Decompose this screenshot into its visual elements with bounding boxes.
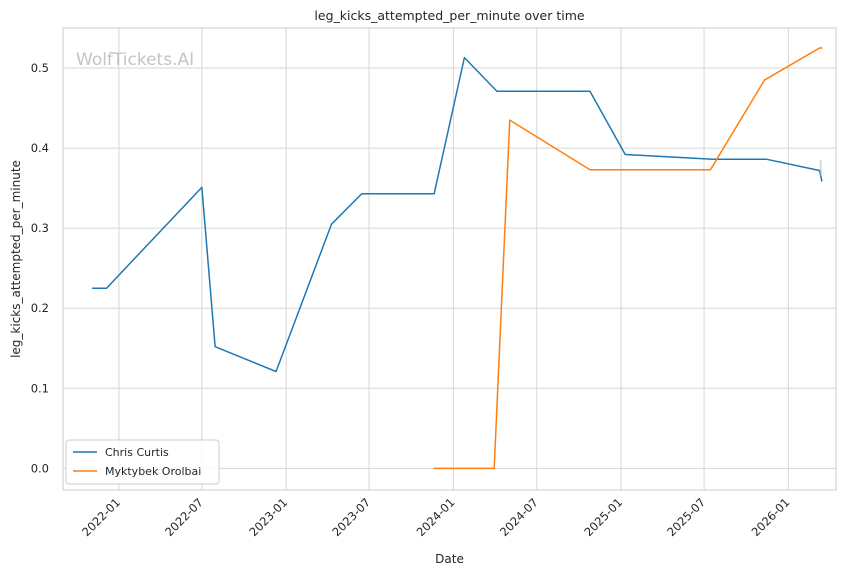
- y-tick-label: 0.1: [31, 381, 49, 395]
- legend: Chris Curtis Myktybek Orolbai: [65, 439, 220, 485]
- series-line-myktybek-orolbai: [433, 47, 823, 470]
- y-axis-label: leg_kicks_attempted_per_minute: [9, 160, 23, 358]
- series-line-chris-curtis: [92, 56, 823, 373]
- y-tick-label: 0.3: [31, 221, 49, 235]
- legend-label-myktybek-orolbai: Myktybek Orolbai: [105, 465, 201, 478]
- chart-title: leg_kicks_attempted_per_minute over time: [314, 8, 584, 23]
- y-tick-label: 0.5: [31, 61, 49, 75]
- series-layer: [92, 47, 823, 470]
- y-tick-label: 0.4: [31, 141, 49, 155]
- legend-box: [65, 439, 220, 485]
- y-tick-label: 0.2: [31, 301, 49, 315]
- legend-label-chris-curtis: Chris Curtis: [105, 446, 169, 459]
- watermark: WolfTickets.AI: [76, 50, 194, 70]
- y-tick-label: 0.0: [31, 461, 49, 475]
- x-axis-label: Date: [435, 552, 464, 566]
- plot-frame: [62, 27, 837, 491]
